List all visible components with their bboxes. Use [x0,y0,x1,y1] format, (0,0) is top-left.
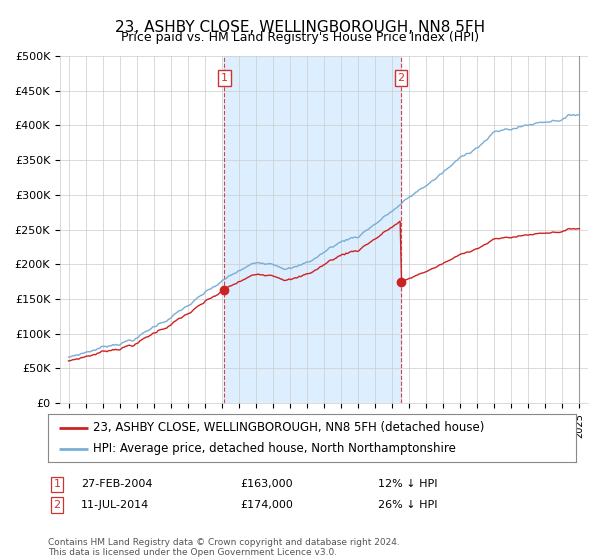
Text: 12% ↓ HPI: 12% ↓ HPI [378,479,437,489]
Text: £174,000: £174,000 [240,500,293,510]
Text: HPI: Average price, detached house, North Northamptonshire: HPI: Average price, detached house, Nort… [93,442,456,455]
Text: 27-FEB-2004: 27-FEB-2004 [81,479,152,489]
Bar [224,56,401,403]
Text: 23, ASHBY CLOSE, WELLINGBOROUGH, NN8 5FH (detached house): 23, ASHBY CLOSE, WELLINGBOROUGH, NN8 5FH… [93,421,484,434]
Text: 1: 1 [221,73,228,83]
Text: 11-JUL-2014: 11-JUL-2014 [81,500,149,510]
Text: 2: 2 [398,73,405,83]
Text: Price paid vs. HM Land Registry's House Price Index (HPI): Price paid vs. HM Land Registry's House … [121,31,479,44]
Text: 1: 1 [53,479,61,489]
Text: 26% ↓ HPI: 26% ↓ HPI [378,500,437,510]
Text: £163,000: £163,000 [240,479,293,489]
Text: 2: 2 [53,500,61,510]
Text: Contains HM Land Registry data © Crown copyright and database right 2024.
This d: Contains HM Land Registry data © Crown c… [48,538,400,557]
Bar [401,56,588,403]
Text: 23, ASHBY CLOSE, WELLINGBOROUGH, NN8 5FH: 23, ASHBY CLOSE, WELLINGBOROUGH, NN8 5FH [115,20,485,35]
